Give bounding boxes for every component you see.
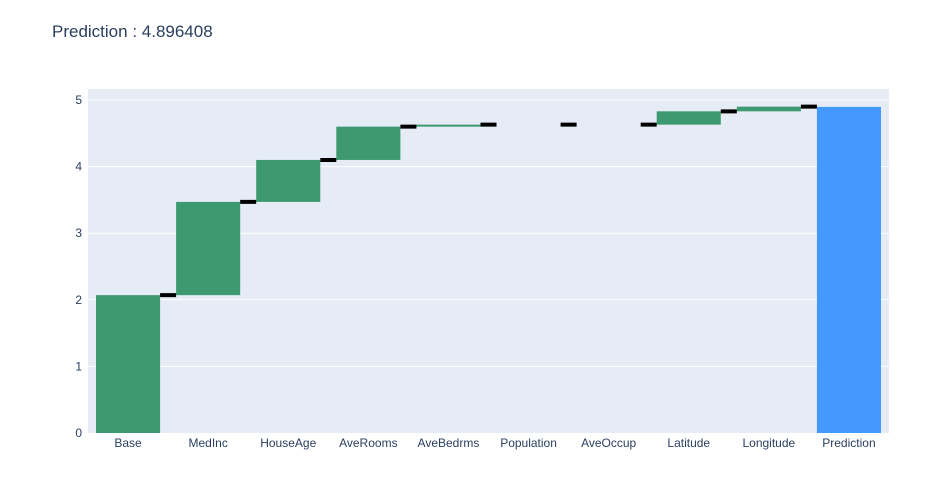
- bar-houseage: [256, 159, 321, 202]
- y-tick-label: 5: [75, 93, 82, 107]
- y-tick-label: 4: [75, 160, 82, 174]
- connectors: [160, 104, 817, 298]
- y-tick-label: 3: [75, 226, 82, 240]
- bar-medinc: [176, 201, 241, 296]
- bar-longitude: [736, 106, 801, 112]
- chart-title: Prediction : 4.896408: [52, 22, 213, 41]
- x-tick-label: AveRooms: [339, 436, 397, 450]
- bar-base: [96, 295, 161, 433]
- y-tick-label: 2: [75, 293, 82, 307]
- x-tick-label: Prediction: [822, 436, 875, 450]
- x-axis-ticks: Base MedInc HouseAge AveRooms AveBedrms Popul…: [114, 436, 875, 450]
- bar-avebedrms: [416, 124, 481, 127]
- x-tick-label: Longitude: [742, 436, 795, 450]
- x-tick-label: HouseAge: [260, 436, 316, 450]
- bars: [96, 106, 881, 433]
- x-tick-label: AveOccup: [581, 436, 636, 450]
- y-axis-ticks: 0 1 2 3 4 5: [75, 93, 82, 440]
- bar-averooms: [336, 126, 401, 160]
- x-tick-label: MedInc: [188, 436, 227, 450]
- x-tick-label: Population: [500, 436, 557, 450]
- x-tick-label: AveBedrms: [418, 436, 480, 450]
- x-tick-label: Base: [114, 436, 142, 450]
- bar-latitude: [656, 111, 721, 125]
- bar-prediction: [816, 106, 881, 433]
- x-tick-label: Latitude: [667, 436, 710, 450]
- grid-lines: [88, 99, 889, 367]
- y-tick-label: 0: [75, 426, 82, 440]
- y-tick-label: 1: [75, 359, 82, 373]
